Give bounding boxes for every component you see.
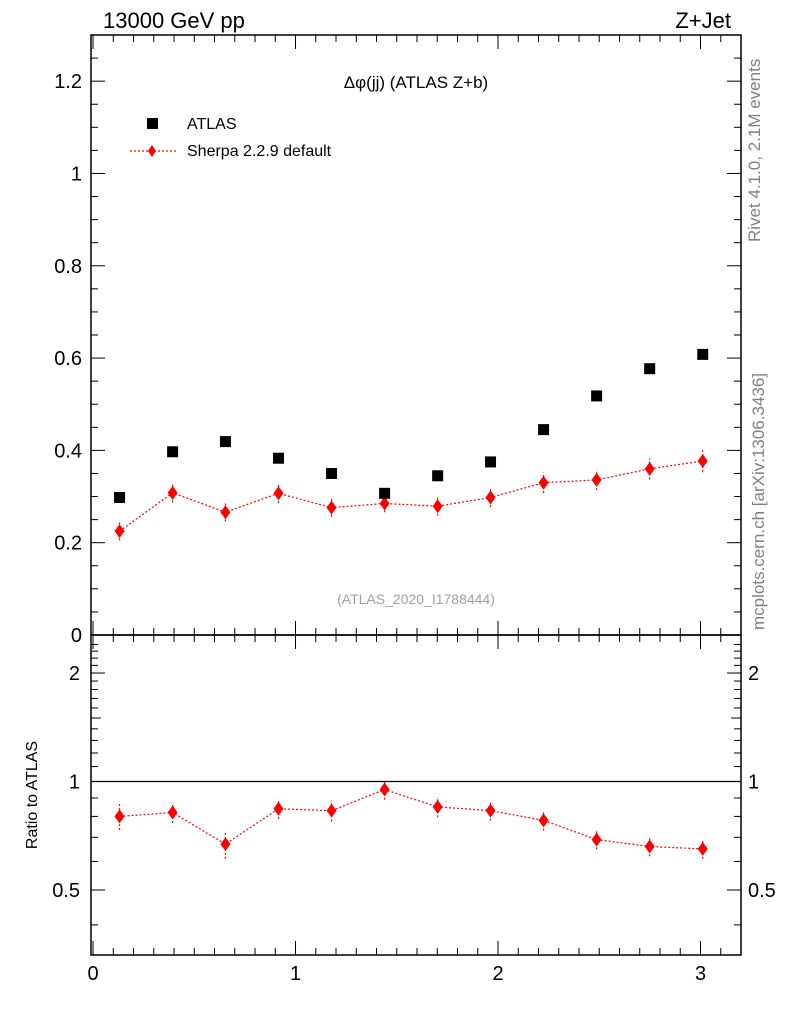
atlas-point (273, 452, 285, 464)
ratio-y-tick-label-left: 2 (69, 663, 80, 685)
main-y-tick-label: 1 (71, 163, 82, 185)
sherpa-point (167, 485, 178, 500)
ratio-sherpa-point (591, 832, 602, 847)
ratio-sherpa-point (432, 799, 443, 814)
ratio-sherpa-point (644, 839, 655, 854)
atlas-point (219, 436, 231, 448)
ratio-sherpa-line (119, 788, 703, 850)
ratio-y-tick-label-right: 1 (748, 771, 759, 793)
mcplots-reference-label: mcplots.cern.ch [arXiv:1306.3436] (749, 373, 768, 630)
ratio-y-tick-label-left: 1 (69, 771, 80, 793)
sherpa-point (432, 499, 443, 514)
atlas-point (538, 424, 550, 436)
sherpa-point (591, 472, 602, 487)
sherpa-point (114, 524, 125, 539)
main-axis-ticks (91, 34, 742, 636)
main-y-tick-label: 0 (71, 625, 82, 647)
atlas-point (697, 348, 709, 360)
legend: ATLAS Sherpa 2.2.9 default (130, 116, 332, 160)
ratio-sherpa-point (485, 803, 496, 818)
ratio-sherpa-point (273, 801, 284, 816)
atlas-point (379, 487, 391, 499)
ratio-y-tick-labels: 0.5 0.5 1 1 2 2 (52, 663, 776, 902)
main-y-tick-label: 0.6 (54, 348, 82, 370)
sherpa-point (273, 486, 284, 501)
sherpa-point (485, 490, 496, 505)
legend-atlas-label: ATLAS (187, 116, 237, 133)
ratio-sherpa-point (220, 837, 231, 852)
main-y-tick-label: 0.4 (54, 440, 82, 462)
sherpa-point (697, 454, 708, 468)
main-y-tick-label: 1.2 (54, 71, 82, 93)
atlas-point (591, 390, 603, 402)
ratio-y-tick-label-right: 2 (748, 663, 759, 685)
x-tick-label: 0 (87, 963, 98, 985)
x-tick-label: 2 (492, 963, 503, 985)
header-right-label: Z+Jet (675, 8, 731, 33)
sherpa-line (119, 460, 703, 532)
sherpa-point (220, 505, 231, 520)
x-tick-label: 3 (695, 963, 706, 985)
header-left-label: 13000 GeV pp (103, 8, 245, 33)
atlas-point (644, 363, 656, 375)
ratio-sherpa-point (326, 803, 337, 818)
ratio-sherpa-point (538, 813, 549, 828)
atlas-point (326, 467, 338, 479)
legend-atlas-marker (147, 118, 158, 129)
legend-sherpa-marker (148, 145, 156, 157)
analysis-watermark: (ATLAS_2020_I1788444) (337, 591, 495, 607)
ratio-axis-ticks (91, 635, 742, 955)
main-y-tick-label: 0.8 (54, 256, 82, 278)
ratio-panel-frame (90, 634, 742, 956)
rivet-version-label: Rivet 4.1.0, 2.1M events (745, 59, 764, 242)
atlas-point (114, 491, 126, 503)
plot-title: Δφ(jj) (ATLAS Z+b) (344, 73, 488, 92)
atlas-point (432, 470, 444, 482)
sherpa-point (326, 500, 337, 515)
atlas-point (167, 446, 179, 458)
ratio-y-tick-label-left: 0.5 (52, 880, 80, 902)
main-y-tick-label: 0.2 (54, 533, 82, 555)
main-series-layer (114, 348, 709, 541)
ratio-sherpa-point (379, 782, 390, 797)
ratio-sherpa-point (114, 809, 125, 824)
ratio-series-layer (114, 779, 708, 859)
x-tick-labels: 0 1 2 3 (87, 963, 706, 985)
sherpa-point (644, 461, 655, 476)
ratio-sherpa-point (167, 805, 178, 820)
atlas-point (485, 456, 497, 468)
sherpa-point (379, 496, 390, 511)
sherpa-point (538, 475, 549, 490)
ratio-y-axis-label: Ratio to ATLAS (24, 741, 41, 849)
x-tick-label: 1 (290, 963, 301, 985)
legend-sherpa-label: Sherpa 2.2.9 default (187, 143, 332, 160)
main-y-tick-labels: 0 0.2 0.4 0.6 0.8 1 1.2 (54, 71, 82, 647)
ratio-y-tick-label-right: 0.5 (748, 880, 776, 902)
ratio-sherpa-point (697, 841, 708, 856)
